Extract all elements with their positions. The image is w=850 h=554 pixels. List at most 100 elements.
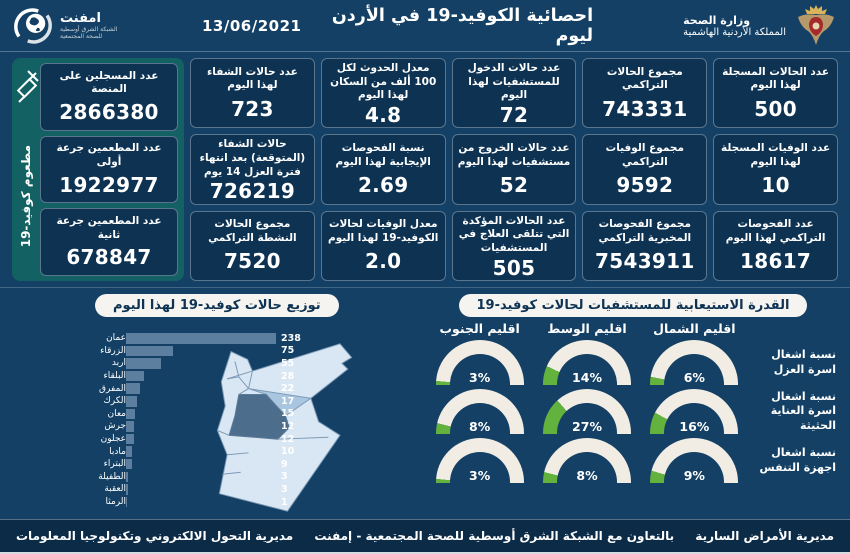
bar-track: [126, 383, 278, 394]
region-header: اقليم الشمال: [653, 321, 736, 336]
bar-fill: [126, 333, 276, 344]
capacity-gauge: 6%: [650, 340, 739, 386]
bar-row: المفرق 22: [84, 382, 314, 395]
ministry-name: وزارة الصحة: [683, 13, 751, 27]
bar-fill: [126, 396, 137, 407]
stat-value: 7520: [223, 249, 281, 274]
capacity-gauge: 8%: [543, 438, 632, 484]
bar-value-label: 12: [281, 433, 295, 445]
stat-card: عدد المطعمين جرعة أولى 1922977: [40, 135, 178, 204]
capacity-gauge: 3%: [435, 340, 524, 386]
region-header: اقليم الجنوب: [439, 321, 520, 336]
bar-category-label: عجلون: [100, 434, 126, 445]
bar-value-label: 9: [281, 458, 288, 470]
stat-card: عدد حالات الخروج من مستشفيات لهذا اليوم …: [451, 134, 577, 205]
stat-label: مجموع الوفيات التراكمي: [605, 142, 684, 168]
bar-category-label: العقبة: [104, 484, 126, 495]
bar-value-label: 15: [281, 408, 295, 420]
capacity-header: القدرة الاستيعابية للمستشفيات لحالات كوف…: [458, 294, 808, 317]
jordan-crest-icon: [798, 4, 834, 45]
bar-row: البلقاء 28: [84, 370, 314, 383]
bar-track: [126, 408, 278, 420]
bar-row: جرش 12: [84, 420, 314, 433]
emphnet-name: امفنت: [60, 11, 101, 26]
stat-card: عدد حالات الدخول للمستشفيات لهذا اليوم 7…: [451, 58, 577, 129]
bar-category-label: البتراء: [103, 459, 126, 470]
bottom-section: توزيع حالات كوفيد-19 لهذا اليوم: [0, 287, 850, 520]
bar-row: العقبة 3: [84, 483, 314, 496]
bar-category-label: الزرقاء: [100, 345, 126, 356]
distribution-section: توزيع حالات كوفيد-19 لهذا اليوم: [0, 288, 420, 520]
bar-row: معان 15: [84, 408, 314, 421]
stat-label: عدد الوفيات المسجلة لهذا اليوم: [720, 142, 831, 168]
bar-track: [126, 370, 278, 382]
bar-value-label: 22: [281, 383, 295, 395]
stat-value: 1922977: [59, 172, 159, 197]
distribution-header: توزيع حالات كوفيد-19 لهذا اليوم: [95, 294, 339, 317]
bar-row: اربد 55: [84, 357, 314, 370]
kingdom-name: المملكة الأردنية الهاشمية: [683, 26, 786, 38]
stat-card: مجموع الحالات النشطة التراكمي 7520: [190, 210, 315, 281]
gauge-value: 16%: [679, 419, 710, 434]
capacity-row-label: نسبة اشغال اسرة العزل: [771, 348, 836, 376]
cases-bar-chart: عمان 238 الزرقاء 75 اربد 55 البلقاء 28 ا…: [84, 332, 314, 508]
stat-card: عدد الحالات المؤكدة التي تتلقى العلاج في…: [451, 210, 577, 281]
gauge-value: 8%: [469, 419, 491, 434]
bar-row: عمان 238: [84, 332, 314, 345]
jordan-map: [190, 338, 418, 518]
bar-row: الزرقاء 75: [84, 345, 314, 358]
bar-category-label: مادبا: [109, 446, 126, 457]
stat-card: نسبة الفحوصات الإيجابية لهذا اليوم 2.69: [320, 134, 446, 205]
bar-track: [126, 446, 278, 457]
page-title: احصائية الكوفيد-19 في الأردن ليوم: [331, 5, 594, 46]
bar-value-label: 12: [281, 420, 295, 432]
stat-card: عدد الحالات المسجلة لهذا اليوم 500: [713, 58, 838, 129]
capacity-gauge: 14%: [543, 340, 632, 386]
stat-label: عدد الفحوصات التراكمي لهذا اليوم: [725, 218, 826, 244]
bar-value-label: 238: [281, 332, 301, 344]
stat-label: عدد المسجلين على المنصة: [59, 69, 159, 96]
bar-category-label: المفرق: [99, 383, 126, 394]
stat-value: 726219: [209, 179, 296, 204]
footer-left: مديرية التحول الالكتروني وتكنولوجيا المع…: [16, 529, 294, 543]
stat-value: 723: [231, 96, 274, 121]
bar-category-label: عمان: [106, 333, 126, 344]
bar-category-label: الطفيلة: [98, 471, 126, 482]
stat-label: حالات الشفاء (المتوقعة) بعد انتهاء فترة …: [199, 138, 306, 178]
stat-card: عدد الوفيات المسجلة لهذا اليوم 10: [713, 134, 838, 205]
emphnet-globe-icon: [14, 7, 52, 44]
bar-row: البتراء 9: [84, 458, 314, 471]
stat-value: 52: [499, 172, 529, 197]
stat-card: عدد الفحوصات التراكمي لهذا اليوم 18617: [713, 210, 838, 281]
bar-row: الكرك 17: [84, 395, 314, 408]
stat-card: عدد المطعمين جرعة ثانية 678847: [40, 208, 178, 277]
stat-label: معدل الوفيات لحالات الكوفيد-19 لهذا اليو…: [328, 218, 439, 244]
report-date: 13/06/2021: [202, 16, 302, 35]
bar-category-label: الرمثا: [105, 497, 127, 508]
stat-value: 500: [754, 96, 797, 121]
bar-fill: [126, 484, 128, 495]
bar-fill: [126, 358, 161, 369]
bar-fill: [126, 496, 127, 508]
bar-value-label: 10: [281, 446, 295, 458]
stats-grid: عدد الحالات المسجلة لهذا اليوم 500 مجموع…: [190, 58, 838, 281]
bar-category-label: معان: [107, 408, 126, 419]
gauge-value: 3%: [469, 468, 491, 483]
region-header: اقليم الوسط: [547, 321, 627, 336]
stat-label: عدد المطعمين جرعة ثانية: [56, 215, 162, 241]
vaccine-panel: مطعوم كوفيد-19 عدد المسجلين على المنصة 2…: [12, 58, 184, 281]
bar-fill: [126, 345, 174, 357]
bar-track: [126, 358, 278, 369]
bar-row: مادبا 10: [84, 445, 314, 458]
stat-value: 505: [492, 255, 536, 280]
bar-value-label: 17: [281, 395, 295, 407]
bar-value-label: 75: [281, 345, 295, 357]
footer: مديرية الأمراض السارية بالتعاون مع الشبك…: [0, 519, 850, 552]
stat-card: عدد حالات الشفاء لهذا اليوم 723: [190, 58, 315, 129]
capacity-gauge: 27%: [543, 389, 632, 435]
bar-category-label: الكرك: [103, 396, 126, 407]
bar-fill: [126, 408, 136, 420]
bar-value-label: 28: [281, 370, 295, 382]
footer-center: بالتعاون مع الشبكة الشرق أوسطية للصحة ال…: [314, 529, 675, 543]
